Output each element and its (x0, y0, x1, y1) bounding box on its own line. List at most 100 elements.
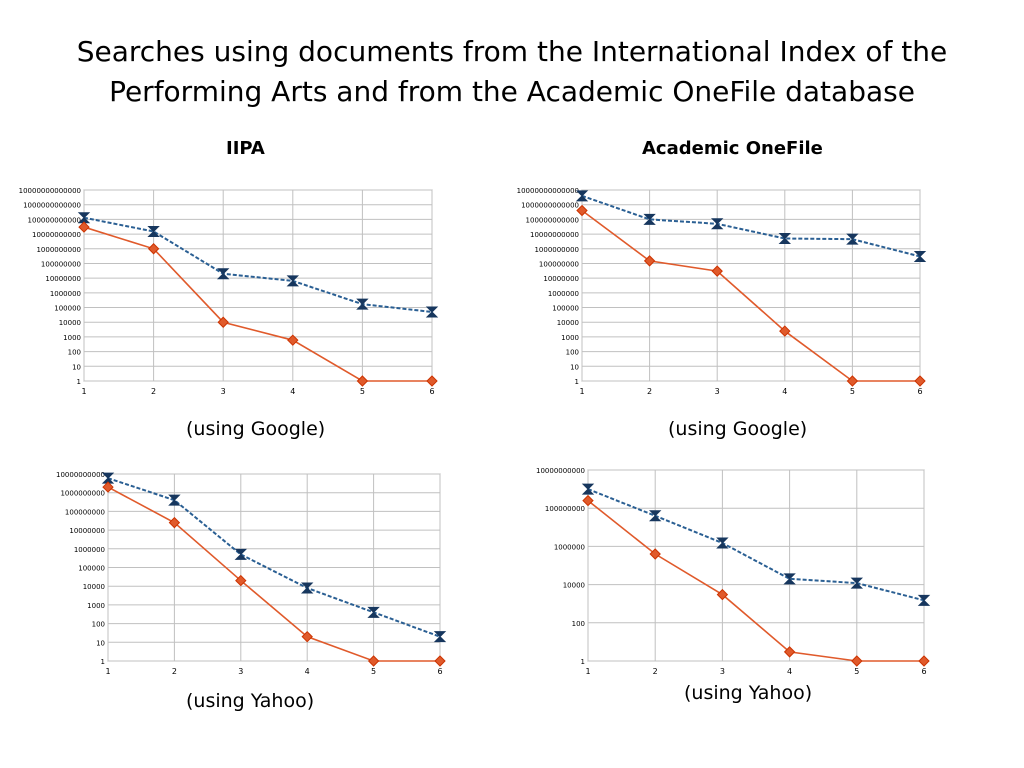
data-point-marker-red (846, 375, 859, 387)
series-line-solid (107, 486, 440, 662)
y-tick-label: 1000000 (74, 546, 105, 554)
x-tick-label: 1 (585, 667, 590, 676)
y-tick-label: 10000000 (543, 275, 579, 283)
y-tick-label: 10000 (59, 319, 81, 327)
series-line-dashed (83, 216, 433, 313)
y-tick-label: 100000000 (41, 260, 81, 268)
x-tick-label: 4 (782, 387, 787, 396)
data-point-marker-red (914, 375, 926, 387)
data-point-marker-red (102, 481, 114, 493)
x-tick-label: 2 (172, 667, 177, 676)
data-point-marker-red (716, 588, 729, 601)
series-line-solid (83, 226, 432, 382)
x-tick-label: 3 (221, 387, 226, 396)
y-tick-label: 10000 (83, 583, 105, 591)
y-tick-label: 10000000000 (32, 231, 81, 239)
x-tick-label: 4 (290, 387, 295, 396)
data-point-marker-red (235, 574, 247, 587)
x-tick-label: 5 (850, 387, 855, 396)
y-tick-label: 10 (72, 363, 81, 371)
x-tick-label: 5 (360, 387, 365, 396)
caption-academic-onefile-google: (using Google) (668, 418, 808, 440)
y-tick-label: 100000000 (539, 260, 579, 268)
x-tick-label: 6 (921, 667, 926, 676)
series-line-dashed (587, 488, 925, 602)
data-point-marker-blue (716, 537, 729, 549)
data-point-marker-red (576, 204, 588, 217)
data-point-marker-blue (356, 298, 369, 310)
plot-area (581, 189, 921, 382)
y-tick-label: 10000000000 (56, 471, 105, 479)
data-point-marker-blue (778, 232, 792, 244)
series-line-solid (587, 499, 924, 662)
x-tick-label: 2 (151, 387, 156, 396)
data-point-marker-red (367, 655, 380, 667)
chart-iipa-yahoo: 1 10 100 1000 10000 100000 1000000 10000000 1000… (56, 471, 447, 676)
series-line-dashed (107, 477, 441, 638)
y-tick-label: 1 (77, 378, 81, 386)
data-point-marker-blue (77, 212, 91, 224)
y-tick-label: 100000 (54, 305, 81, 313)
column-heading-iipa: IIPA (226, 138, 265, 159)
y-tick-label: 10000 (563, 582, 585, 590)
data-point-marker-blue (846, 233, 859, 245)
x-tick-label: 6 (429, 387, 434, 396)
data-point-marker-blue (101, 472, 115, 484)
data-point-marker-blue (913, 250, 927, 262)
y-tick-label: 1000 (561, 334, 579, 342)
data-point-marker-blue (168, 494, 181, 506)
y-tick-label: 10000000000 (536, 467, 585, 475)
x-tick-label: 1 (579, 387, 584, 396)
data-point-marker-red (168, 516, 181, 529)
x-tick-label: 2 (653, 667, 658, 676)
data-point-marker-red (649, 548, 661, 560)
y-tick-label: 100000000000 (28, 216, 81, 224)
data-point-marker-red (779, 325, 791, 337)
data-point-marker-blue (648, 510, 662, 522)
data-point-marker-red (582, 494, 594, 507)
x-tick-label: 6 (917, 387, 922, 396)
x-tick-label: 6 (437, 667, 442, 676)
plot-area (83, 189, 433, 382)
data-point-marker-red (434, 655, 446, 667)
y-tick-label: 10000000000000 (517, 187, 579, 195)
data-point-marker-red (356, 375, 369, 387)
data-point-marker-red (918, 655, 930, 667)
data-point-marker-red (426, 375, 438, 387)
x-tick-label: 1 (81, 387, 86, 396)
x-tick-label: 4 (787, 667, 792, 676)
caption-iipa-yahoo: (using Yahoo) (186, 690, 315, 712)
data-point-marker-red (147, 243, 160, 255)
y-tick-label: 10000 (557, 319, 579, 327)
caption-academic-onefile-yahoo: (using Yahoo) (684, 682, 813, 704)
x-tick-label: 4 (305, 667, 310, 676)
data-point-marker-blue (850, 577, 864, 589)
data-point-marker-red (287, 334, 299, 346)
data-point-marker-blue (581, 483, 595, 495)
chart-iipa-google: 1 10 100 1000 10000 100000 1000000 10000000 1000… (19, 187, 439, 396)
y-tick-label: 10000000000000 (19, 187, 81, 195)
data-point-marker-red (217, 316, 229, 328)
data-point-marker-blue (783, 573, 796, 585)
x-tick-label: 3 (720, 667, 725, 676)
x-tick-label: 5 (854, 667, 859, 676)
data-point-marker-blue (643, 213, 656, 225)
y-tick-label: 100 (572, 620, 585, 628)
y-tick-label: 100000000 (545, 505, 585, 513)
series-line-solid (581, 209, 920, 382)
data-point-marker-blue (300, 582, 314, 594)
y-tick-label: 1000000 (554, 543, 585, 551)
x-tick-label: 2 (647, 387, 652, 396)
data-point-marker-red (711, 265, 723, 277)
y-tick-label: 1 (581, 658, 585, 666)
y-tick-label: 100000000000 (526, 216, 579, 224)
data-point-marker-red (783, 646, 796, 658)
y-tick-label: 1 (101, 658, 105, 666)
y-tick-label: 10000000000 (530, 231, 579, 239)
plot-area (587, 469, 925, 662)
y-tick-label: 100000 (552, 305, 579, 313)
y-tick-label: 100000000 (65, 508, 105, 516)
y-tick-label: 1000000 (50, 290, 81, 298)
y-tick-label: 100 (566, 349, 579, 357)
y-tick-label: 10 (96, 639, 105, 647)
